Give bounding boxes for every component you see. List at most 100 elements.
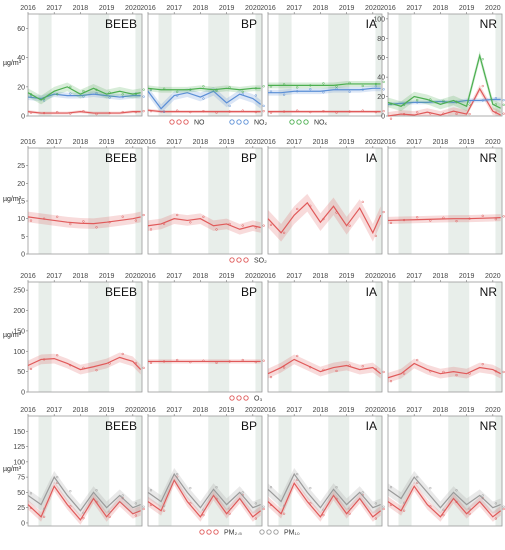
- x-tick-label: 2019: [339, 139, 355, 146]
- shaded-season-band: [255, 282, 262, 392]
- data-point: [254, 502, 257, 505]
- data-point: [29, 367, 33, 371]
- x-tick-label: 2018: [313, 5, 329, 12]
- panel-title: IA: [366, 419, 377, 433]
- legend-marker: [243, 119, 249, 125]
- legend-label: SO₂: [254, 258, 267, 265]
- shaded-season-band: [328, 416, 350, 526]
- panel-frame: [267, 147, 383, 255]
- legend-marker: [199, 529, 205, 535]
- data-point: [121, 352, 124, 356]
- data-point: [455, 101, 458, 104]
- data-point: [442, 216, 445, 219]
- shaded-season-band: [38, 416, 52, 526]
- x-tick-label: 2017: [166, 139, 182, 146]
- shaded-season-band: [278, 14, 292, 116]
- series-band: [388, 471, 501, 514]
- data-point: [335, 486, 338, 489]
- legend-label: NO: [194, 120, 205, 127]
- shaded-season-band: [208, 416, 230, 526]
- data-point: [494, 103, 497, 106]
- panel-title: BEEB: [105, 419, 137, 433]
- data-point: [296, 86, 299, 89]
- data-point: [56, 93, 59, 96]
- series-band: [28, 211, 141, 229]
- data-point: [202, 85, 205, 88]
- data-point: [241, 224, 244, 227]
- panel-title: BP: [241, 17, 257, 31]
- x-tick-label: 2018: [193, 139, 209, 146]
- x-tick-label: 2017: [286, 407, 302, 414]
- x-tick-label: 2016: [380, 139, 396, 146]
- data-point: [442, 513, 445, 517]
- data-point: [322, 217, 325, 221]
- data-point: [228, 360, 231, 363]
- data-point: [262, 104, 265, 108]
- data-point: [494, 370, 497, 373]
- y-tick-label: 25: [17, 163, 25, 170]
- y-tick-label: 10: [17, 216, 25, 223]
- legend-marker: [229, 395, 235, 401]
- x-tick-label: 2019: [219, 5, 235, 12]
- data-point: [254, 361, 257, 364]
- data-point: [82, 517, 85, 520]
- data-point: [269, 503, 273, 507]
- panel-frame: [387, 13, 503, 117]
- x-tick-label: 2019: [219, 273, 235, 280]
- data-point: [348, 81, 351, 85]
- data-point: [348, 110, 351, 113]
- data-point: [262, 224, 265, 227]
- series-band: [268, 81, 381, 89]
- data-point: [108, 96, 111, 99]
- x-tick-label: 2018: [193, 273, 209, 280]
- data-point: [202, 215, 205, 218]
- legend-marker: [169, 119, 175, 125]
- data-point: [468, 512, 471, 515]
- panel-nr: 2016 2017 2018 2019 2020 NR: [380, 407, 505, 527]
- shaded-season-band: [88, 148, 110, 254]
- x-tick-label: 2019: [99, 407, 115, 414]
- panel-title: BEEB: [105, 151, 137, 165]
- shaded-season-band: [448, 148, 470, 254]
- series-line: [147, 472, 261, 509]
- shaded-season-band: [158, 14, 172, 116]
- x-tick-label: 2016: [140, 273, 156, 280]
- data-point: [309, 84, 312, 87]
- data-point: [269, 375, 273, 379]
- data-point: [374, 110, 377, 114]
- y-tick-label: 5: [21, 234, 25, 241]
- panel-ia: 2016 2017 2018 2019 2020 IA: [260, 5, 385, 117]
- data-point: [215, 361, 218, 365]
- x-tick-label: 2019: [99, 273, 115, 280]
- series-band: [28, 82, 141, 105]
- legend-marker: [289, 119, 295, 125]
- shaded-season-band: [375, 148, 382, 254]
- data-point: [282, 512, 286, 515]
- panel-frame: [267, 13, 383, 117]
- series-line: [268, 83, 381, 87]
- data-point: [176, 472, 179, 476]
- data-point: [455, 489, 458, 492]
- data-point: [402, 501, 406, 504]
- data-point: [361, 88, 364, 91]
- data-point: [108, 111, 111, 115]
- x-tick-label: 2019: [339, 5, 355, 12]
- data-point: [95, 91, 98, 95]
- series-band: [148, 467, 261, 514]
- x-tick-label: 2016: [380, 407, 396, 414]
- data-point: [262, 85, 265, 88]
- data-point: [502, 507, 505, 511]
- panel-beeb: 2016 2017 2018 2019 2020 0 50 100 150 200 250 BEEB: [13, 273, 145, 397]
- data-point: [309, 366, 312, 369]
- x-tick-label: 2020: [485, 407, 501, 414]
- panel-frame: [267, 281, 383, 393]
- data-point: [455, 112, 458, 116]
- series-line: [27, 111, 141, 114]
- data-point: [42, 111, 46, 115]
- data-point: [481, 99, 484, 102]
- data-point: [69, 85, 72, 89]
- data-point: [494, 517, 497, 520]
- data-point: [402, 372, 406, 375]
- data-point: [69, 92, 72, 95]
- legend-marker: [236, 119, 242, 125]
